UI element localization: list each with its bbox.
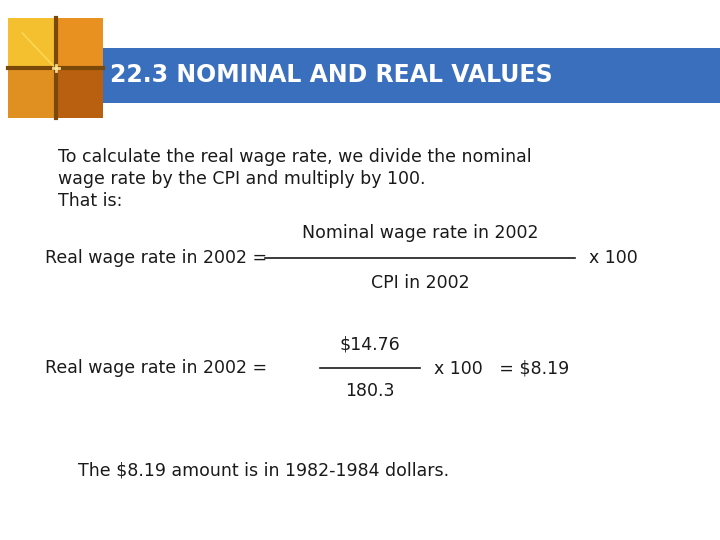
Bar — [8, 18, 55, 68]
Text: 180.3: 180.3 — [346, 382, 395, 400]
Bar — [55, 18, 103, 68]
Text: The $8.19 amount is in 1982-1984 dollars.: The $8.19 amount is in 1982-1984 dollars… — [78, 462, 449, 480]
Text: That is:: That is: — [58, 192, 122, 210]
Text: Real wage rate in 2002 =: Real wage rate in 2002 = — [45, 249, 267, 267]
Bar — [8, 18, 103, 118]
Text: $14.76: $14.76 — [340, 336, 400, 354]
Text: 22.3 NOMINAL AND REAL VALUES: 22.3 NOMINAL AND REAL VALUES — [110, 64, 553, 87]
Text: To calculate the real wage rate, we divide the nominal: To calculate the real wage rate, we divi… — [58, 148, 531, 166]
Bar — [55, 68, 103, 118]
Bar — [8, 68, 55, 118]
Text: Nominal wage rate in 2002: Nominal wage rate in 2002 — [302, 224, 539, 242]
Text: Real wage rate in 2002 =: Real wage rate in 2002 = — [45, 359, 267, 377]
Text: x 100: x 100 — [589, 249, 638, 267]
Text: x 100   = $8.19: x 100 = $8.19 — [434, 359, 570, 377]
Bar — [88, 48, 720, 103]
Text: wage rate by the CPI and multiply by 100.: wage rate by the CPI and multiply by 100… — [58, 170, 426, 188]
Text: CPI in 2002: CPI in 2002 — [371, 274, 469, 292]
